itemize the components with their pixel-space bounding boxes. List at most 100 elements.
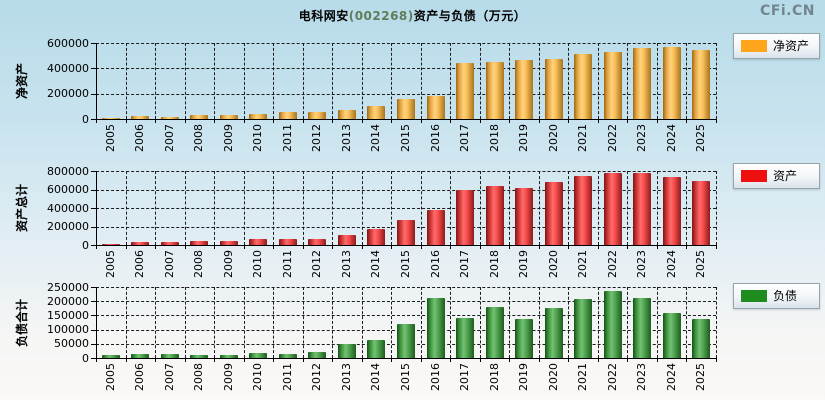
gridline-vertical — [125, 43, 127, 119]
x-tick-label: 2016 — [428, 250, 442, 278]
x-tick-label: 2016 — [428, 124, 442, 152]
bar — [219, 114, 238, 119]
x-tick-label: 2019 — [517, 363, 531, 391]
y-axis-tick — [91, 43, 96, 44]
gridline-vertical — [214, 43, 216, 119]
y-axis-tick — [91, 315, 96, 317]
x-tick-label: 2008 — [192, 250, 206, 278]
x-axis-tick — [509, 358, 511, 362]
x-tick-label: 2021 — [576, 250, 590, 278]
x-axis-tick — [125, 245, 127, 249]
x-tick-label: 2023 — [635, 250, 649, 278]
x-tick-label: 2019 — [517, 124, 531, 152]
x-axis-tick — [302, 119, 304, 123]
x-axis-tick — [214, 245, 216, 249]
x-tick-label: 2025 — [694, 250, 708, 278]
gridline-vertical — [243, 43, 245, 119]
gridline-vertical — [391, 287, 393, 358]
gridline-vertical — [155, 171, 157, 245]
gridline-vertical — [125, 171, 127, 245]
gridline-vertical — [568, 287, 570, 358]
y-axis-line — [96, 171, 97, 246]
x-axis-tick — [568, 119, 570, 123]
x-axis-tick — [479, 245, 481, 249]
bar — [544, 59, 563, 119]
y-axis-tick — [91, 208, 96, 209]
x-tick-label: 2006 — [133, 250, 147, 278]
x-tick-label: 2025 — [694, 124, 708, 152]
gridline-vertical — [125, 287, 127, 358]
y-tick-label: 0 — [82, 351, 89, 365]
x-axis-tick — [627, 245, 629, 249]
gridline-vertical — [155, 43, 157, 119]
bar — [456, 318, 475, 358]
x-tick-label: 2011 — [280, 363, 294, 391]
x-tick-label: 2012 — [310, 363, 324, 391]
gridline-horizontal — [96, 43, 716, 44]
x-tick-label: 2011 — [280, 250, 294, 278]
gridline-vertical — [302, 287, 304, 358]
bar — [633, 48, 652, 119]
title-subject: 资产与负债（万元） — [413, 9, 527, 23]
bar — [131, 241, 150, 245]
gridline-vertical — [361, 43, 363, 119]
gridline-vertical — [302, 171, 304, 245]
x-tick-label: 2023 — [635, 124, 649, 152]
x-axis-tick — [184, 358, 186, 362]
x-axis-tick — [450, 358, 452, 362]
y-axis-tick — [91, 119, 96, 120]
x-tick-label: 2012 — [310, 124, 324, 152]
y-tick-label: 400000 — [47, 201, 89, 215]
y-tick-label: 150000 — [47, 308, 89, 322]
x-axis-tick — [509, 245, 511, 249]
y-tick-label: 250000 — [47, 280, 89, 294]
x-tick-label: 2018 — [487, 124, 501, 152]
bar — [544, 182, 563, 245]
y-tick-label: 0 — [82, 238, 89, 252]
x-tick-label: 2009 — [221, 124, 235, 152]
x-tick-label: 2023 — [635, 363, 649, 391]
title-stock-code: (002268) — [348, 9, 414, 23]
x-axis-tick — [184, 245, 186, 249]
x-axis-tick — [125, 119, 127, 123]
bar — [278, 354, 297, 358]
gridline-vertical — [214, 287, 216, 358]
gridline-vertical — [420, 43, 422, 119]
x-tick-label: 2022 — [605, 250, 619, 278]
x-axis-tick — [656, 119, 658, 123]
bar — [101, 243, 120, 245]
x-axis-tick — [184, 119, 186, 123]
bar — [249, 113, 268, 119]
x-axis-line — [96, 245, 717, 246]
x-axis-tick — [332, 119, 334, 123]
gridline-vertical — [597, 287, 599, 358]
bar — [662, 313, 681, 358]
gridline-vertical — [627, 43, 629, 119]
bar — [190, 240, 209, 245]
liabilities-legend: 负债 — [733, 283, 820, 309]
x-tick-label: 2005 — [103, 124, 117, 152]
bar — [692, 180, 711, 245]
cfi-logo: CFi.CN — [760, 3, 815, 19]
gridline-vertical — [273, 43, 275, 119]
bar — [426, 96, 445, 119]
x-axis-tick — [273, 119, 275, 123]
gridline-vertical — [716, 287, 717, 358]
bar — [515, 319, 534, 358]
y-tick-label: 200000 — [47, 294, 89, 308]
x-axis-tick — [332, 358, 334, 362]
y-axis-title: 净资产 — [15, 63, 29, 100]
x-axis-tick — [597, 245, 599, 249]
gridline-vertical — [479, 287, 481, 358]
x-axis-tick — [155, 245, 157, 249]
gridline-vertical — [538, 287, 540, 358]
gridline-horizontal — [96, 301, 716, 303]
gridline-vertical — [538, 171, 540, 245]
page-title: 电科网安(002268)资产与负债（万元） — [0, 7, 825, 24]
x-tick-label: 2024 — [664, 250, 678, 278]
gridline-vertical — [155, 287, 157, 358]
x-axis-tick — [568, 358, 570, 362]
y-axis-tick — [91, 343, 96, 345]
x-axis-tick — [361, 358, 363, 362]
bar — [603, 52, 622, 119]
